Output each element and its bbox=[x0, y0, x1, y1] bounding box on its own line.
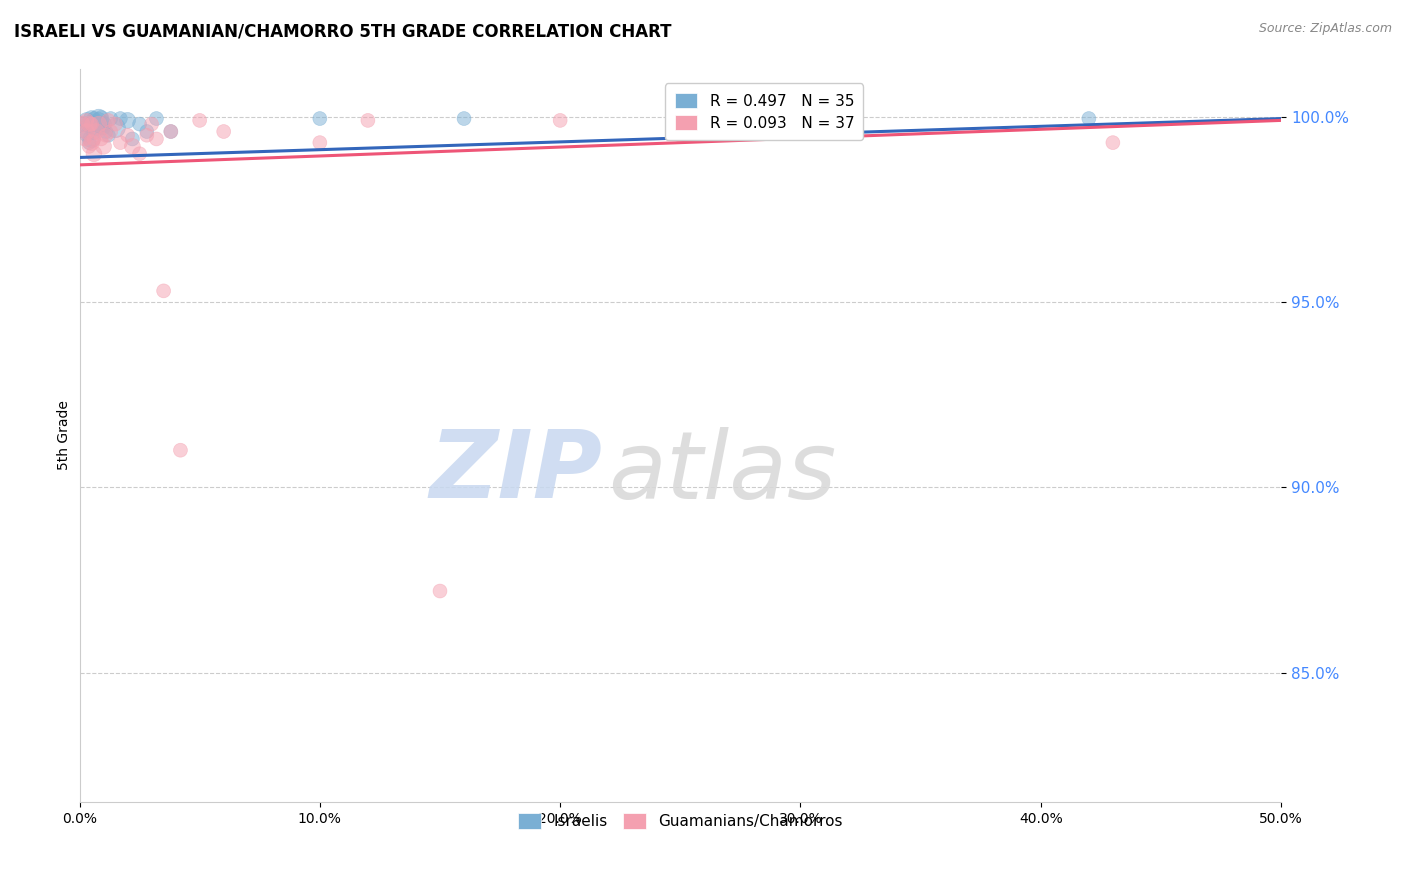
Point bbox=[121, 132, 143, 146]
Point bbox=[76, 113, 98, 128]
Point bbox=[1102, 136, 1125, 150]
Point bbox=[548, 113, 571, 128]
Point bbox=[212, 124, 235, 138]
Point bbox=[86, 117, 108, 131]
Point bbox=[76, 124, 98, 138]
Point bbox=[97, 128, 120, 143]
Point bbox=[110, 112, 132, 126]
Point bbox=[453, 112, 475, 126]
Point bbox=[97, 113, 120, 128]
Point bbox=[83, 146, 105, 161]
Point bbox=[93, 139, 115, 153]
Text: ISRAELI VS GUAMANIAN/CHAMORRO 5TH GRADE CORRELATION CHART: ISRAELI VS GUAMANIAN/CHAMORRO 5TH GRADE … bbox=[14, 22, 672, 40]
Point bbox=[87, 117, 110, 131]
Point bbox=[90, 132, 112, 146]
Point bbox=[93, 117, 115, 131]
Point bbox=[94, 124, 117, 138]
Point bbox=[135, 124, 157, 138]
Point bbox=[80, 132, 103, 146]
Point bbox=[80, 117, 103, 131]
Point bbox=[77, 139, 100, 153]
Point bbox=[83, 124, 105, 138]
Point bbox=[104, 120, 127, 135]
Point bbox=[77, 117, 100, 131]
Point bbox=[1077, 112, 1099, 126]
Point bbox=[160, 124, 183, 138]
Point bbox=[308, 112, 330, 126]
Point bbox=[94, 128, 117, 143]
Point bbox=[188, 113, 211, 128]
Point bbox=[110, 136, 132, 150]
Point bbox=[93, 120, 115, 135]
Point bbox=[86, 124, 108, 138]
Point bbox=[838, 117, 860, 131]
Point bbox=[90, 120, 112, 135]
Point bbox=[100, 124, 122, 138]
Point bbox=[104, 117, 127, 131]
Point bbox=[141, 117, 163, 131]
Point bbox=[80, 112, 103, 126]
Point bbox=[128, 117, 150, 131]
Point bbox=[86, 120, 108, 135]
Point bbox=[160, 124, 183, 138]
Point bbox=[117, 113, 139, 128]
Point bbox=[145, 132, 167, 146]
Point bbox=[70, 117, 93, 131]
Text: atlas: atlas bbox=[609, 426, 837, 517]
Point bbox=[83, 112, 105, 126]
Point bbox=[169, 443, 191, 458]
Point bbox=[87, 117, 110, 131]
Point bbox=[357, 113, 380, 128]
Y-axis label: 5th Grade: 5th Grade bbox=[58, 401, 72, 470]
Point bbox=[77, 136, 100, 150]
Text: Source: ZipAtlas.com: Source: ZipAtlas.com bbox=[1258, 22, 1392, 36]
Point bbox=[83, 132, 105, 146]
Point bbox=[429, 584, 451, 599]
Point bbox=[77, 117, 100, 131]
Point bbox=[152, 284, 174, 298]
Point bbox=[100, 112, 122, 126]
Point bbox=[128, 146, 150, 161]
Point bbox=[80, 136, 103, 150]
Point bbox=[669, 112, 692, 126]
Point bbox=[76, 113, 98, 128]
Point bbox=[87, 113, 110, 128]
Point bbox=[135, 128, 157, 143]
Point bbox=[145, 112, 167, 126]
Point bbox=[70, 117, 93, 131]
Point bbox=[308, 136, 330, 150]
Point bbox=[90, 112, 112, 126]
Text: ZIP: ZIP bbox=[429, 426, 602, 518]
Point bbox=[80, 117, 103, 131]
Point bbox=[73, 124, 96, 138]
Point bbox=[117, 128, 139, 143]
Legend: Israelis, Guamanians/Chamorros: Israelis, Guamanians/Chamorros bbox=[512, 806, 849, 835]
Point bbox=[76, 128, 98, 143]
Point bbox=[121, 139, 143, 153]
Point bbox=[669, 128, 692, 143]
Point bbox=[73, 132, 96, 146]
Point bbox=[87, 112, 110, 126]
